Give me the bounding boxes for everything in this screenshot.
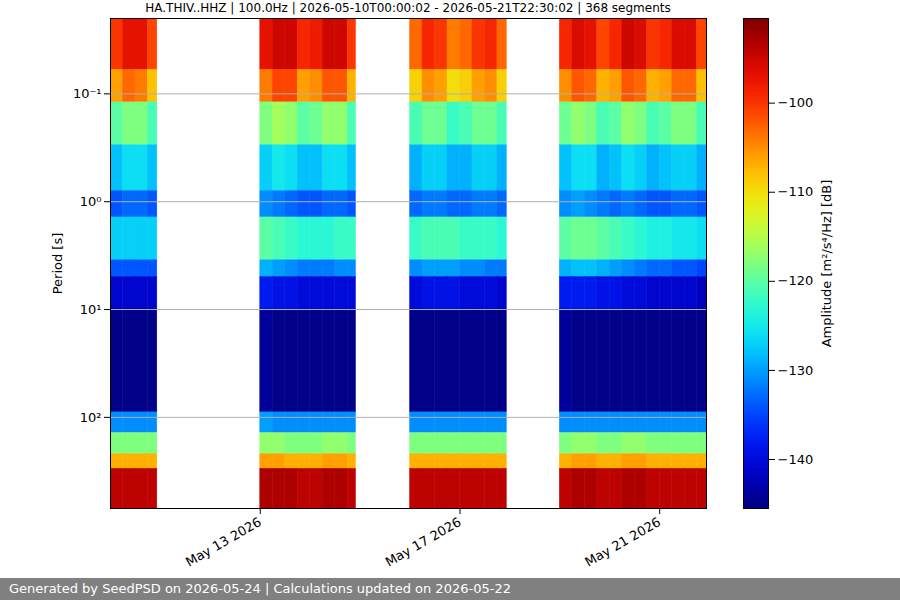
svg-text:−100: −100 — [778, 95, 814, 110]
svg-text:May 21 2026: May 21 2026 — [582, 514, 663, 569]
svg-text:−130: −130 — [778, 363, 814, 378]
svg-text:10¹: 10¹ — [80, 302, 102, 317]
svg-text:May 17 2026: May 17 2026 — [383, 514, 464, 569]
svg-text:−120: −120 — [778, 273, 814, 288]
svg-text:Period [s]: Period [s] — [50, 233, 65, 295]
svg-text:Amplitude [m²/s⁴/Hz] [dB]: Amplitude [m²/s⁴/Hz] [dB] — [819, 180, 834, 348]
svg-text:−140: −140 — [778, 452, 814, 467]
svg-text:May 13 2026: May 13 2026 — [183, 514, 264, 569]
svg-text:10²: 10² — [80, 410, 102, 425]
html-text:HA.THIV..HHZ | 100.0Hz | 2026-: HA.THIV..HHZ | 100.0Hz | 2026-05-10T00:0… — [145, 1, 671, 15]
svg-text:10⁰: 10⁰ — [80, 194, 102, 209]
html-text:Generated by SeedPSD on 2026-0: Generated by SeedPSD on 2026-05-24 | Cal… — [9, 581, 511, 596]
svg-text:−110: −110 — [778, 184, 814, 199]
svg-text:10⁻¹: 10⁻¹ — [73, 86, 102, 101]
